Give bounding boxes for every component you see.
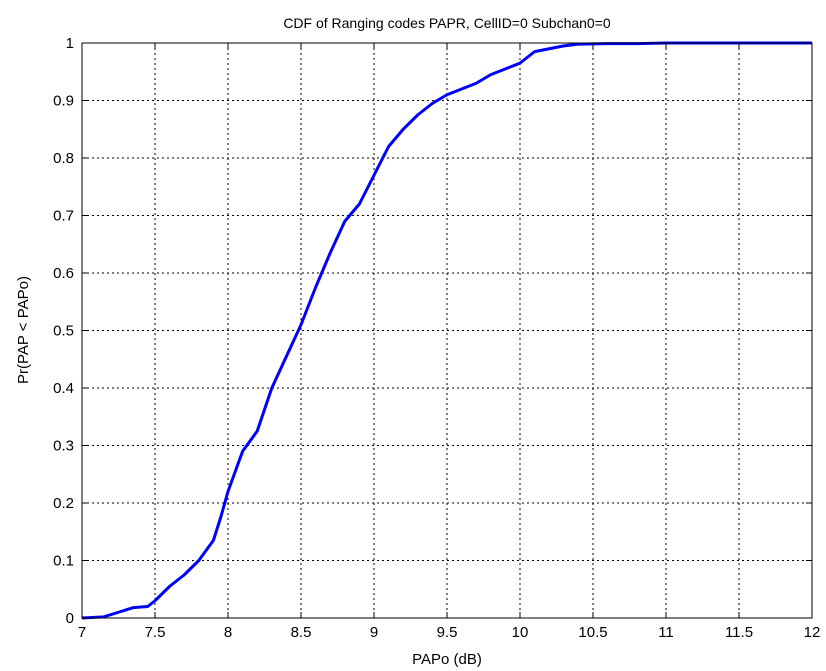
y-tick-label: 0.4 <box>53 380 74 397</box>
x-tick-label: 11 <box>658 624 674 641</box>
x-tick-label: 11.5 <box>725 624 753 641</box>
y-tick-label: 0.2 <box>53 495 74 512</box>
x-tick-label: 7 <box>78 624 86 641</box>
y-tick-label: 1 <box>66 35 74 52</box>
y-tick-label: 0.6 <box>53 265 74 282</box>
x-tick-labels: 7 7.5 8 8.5 9 9.5 10 10.5 11 11.5 12 <box>78 624 821 641</box>
x-tick-label: 9 <box>370 624 378 641</box>
series-layer <box>81 41 812 620</box>
x-tick-label: 12 <box>804 624 821 641</box>
x-tick-label: 8.5 <box>291 624 312 641</box>
y-tick-label: 0 <box>66 610 74 627</box>
x-tick-label: 8 <box>224 624 232 641</box>
x-tick-label: 7.5 <box>145 624 166 641</box>
y-tick-label: 0.5 <box>53 323 74 340</box>
x-axis-title: PAPo (dB) <box>412 651 482 668</box>
x-tick-label: 10.5 <box>578 624 607 641</box>
y-tick-label: 0.7 <box>53 208 74 225</box>
chart-title: CDF of Ranging codes PAPR, CellID=0 Subc… <box>283 15 611 31</box>
y-tick-label: 0.9 <box>53 93 74 110</box>
x-tick-label: 10 <box>512 624 529 641</box>
y-tick-label: 0.1 <box>53 553 74 570</box>
y-tick-labels: 0 0.1 0.2 0.3 0.4 0.5 0.6 0.7 0.8 0.9 1 <box>53 35 74 627</box>
y-axis-title: Pr(PAP < PAPo) <box>15 276 32 384</box>
y-tick-label: 0.8 <box>53 150 74 167</box>
y-tick-label: 0.3 <box>53 438 74 455</box>
tick-marks <box>81 42 813 619</box>
cdf-line <box>81 41 812 620</box>
grid-lines <box>82 43 812 618</box>
x-tick-label: 9.5 <box>437 624 458 641</box>
